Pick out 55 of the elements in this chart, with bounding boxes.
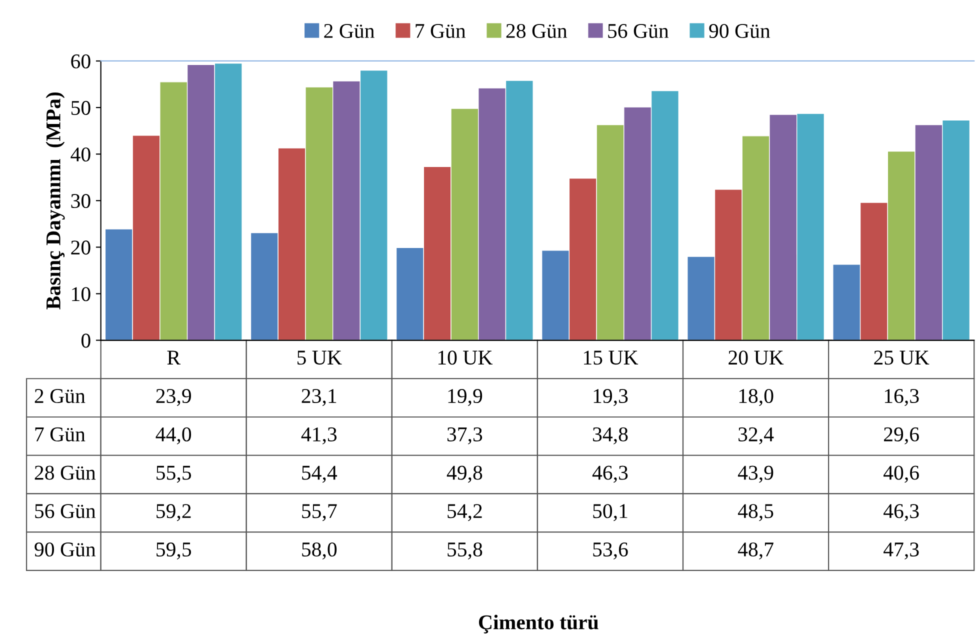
data-label: 37,3 bbox=[447, 427, 482, 444]
data-label: 34,8 bbox=[593, 427, 628, 444]
legend-label: 28 Gün bbox=[506, 24, 568, 38]
data-label: 29,6 bbox=[884, 427, 919, 444]
data-label: 48,5 bbox=[738, 504, 774, 522]
data-label: 55,7 bbox=[302, 504, 337, 522]
data-label: 59,2 bbox=[156, 504, 191, 522]
data-label: 41,3 bbox=[301, 427, 337, 444]
y-tick-label: 30 bbox=[71, 194, 90, 208]
data-label: 54,4 bbox=[302, 466, 338, 483]
y-tick-label: 20 bbox=[71, 240, 90, 255]
x-tick-label: 25 UK bbox=[874, 350, 930, 365]
legend-label: 90 Gün bbox=[709, 24, 770, 38]
data-label: 19,3 bbox=[594, 389, 628, 406]
data-label: 46,3 bbox=[592, 466, 628, 483]
text: 28 Gün bbox=[34, 466, 96, 480]
data-label: 47,3 bbox=[884, 542, 919, 560]
y-tick-label: 50 bbox=[71, 100, 90, 115]
data-label: 32,4 bbox=[738, 427, 774, 444]
data-label: 53,6 bbox=[593, 542, 628, 560]
text: 90 Gün bbox=[34, 542, 96, 557]
y-axis-title: Basınç Dayanımı (MPa) bbox=[46, 92, 65, 310]
text: 7 Gün bbox=[35, 427, 86, 442]
x-tick-label: 5 UK bbox=[298, 350, 342, 365]
x-tick-label: 15 UK bbox=[584, 350, 638, 365]
legend-label: 56 Gün bbox=[608, 24, 669, 38]
data-label: 23,1 bbox=[302, 389, 336, 406]
x-tick-label: 10 UK bbox=[438, 350, 493, 365]
data-label: 46,3 bbox=[884, 504, 919, 522]
data-label: 59,5 bbox=[156, 542, 192, 560]
y-tick-label: 60 bbox=[71, 54, 90, 68]
data-label: 16,3 bbox=[884, 389, 919, 406]
data-label: 43,9 bbox=[738, 466, 774, 483]
data-label: 58,0 bbox=[302, 542, 337, 560]
data-label: 55,8 bbox=[448, 542, 482, 560]
data-label: 44,0 bbox=[156, 427, 192, 444]
data-label: 54,2 bbox=[448, 504, 482, 522]
data-label: 50,1 bbox=[593, 504, 628, 522]
x-tick-label: R bbox=[167, 350, 181, 364]
data-label: 19,9 bbox=[448, 389, 482, 406]
text: 56 Gün bbox=[35, 504, 96, 518]
data-label: 48,7 bbox=[738, 542, 774, 560]
data-label: 18,0 bbox=[739, 388, 774, 406]
data-label: 55,5 bbox=[156, 466, 192, 483]
data-label: 23,9 bbox=[156, 389, 191, 406]
y-tick-label: 0 bbox=[81, 334, 90, 348]
data-label: 40,6 bbox=[884, 466, 919, 483]
x-tick-label: 20 UK bbox=[728, 350, 784, 365]
legend-label: 2 Gün bbox=[324, 24, 374, 38]
y-tick-label: 10 bbox=[72, 287, 90, 302]
data-label: 49,8 bbox=[446, 466, 482, 483]
legend-label: 7 Gün bbox=[416, 24, 466, 38]
text: 2 Gün bbox=[34, 389, 86, 404]
y-tick-label: 40 bbox=[70, 147, 90, 162]
text: Çimento türü bbox=[479, 614, 598, 634]
